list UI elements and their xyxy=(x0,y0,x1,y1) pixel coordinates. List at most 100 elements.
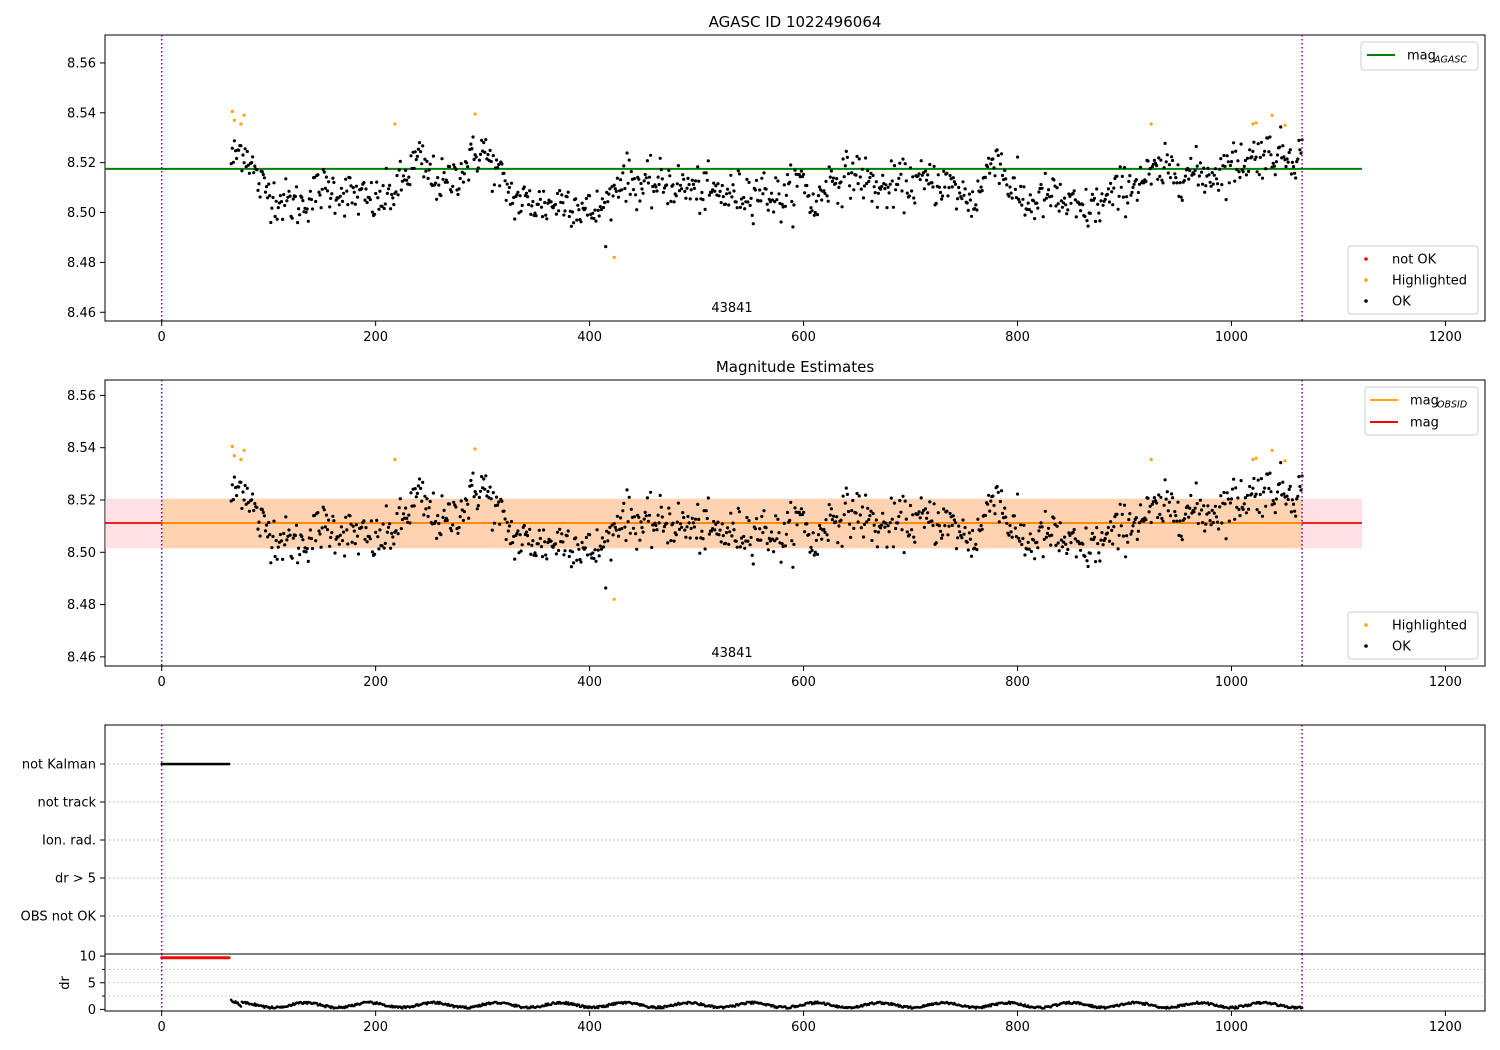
ok-point xyxy=(1099,199,1103,203)
ok-point xyxy=(1192,172,1196,176)
ok-point xyxy=(1107,200,1112,204)
ok-point xyxy=(1165,490,1169,494)
ok-point xyxy=(363,537,367,541)
ok-point xyxy=(1186,166,1190,171)
ok-point xyxy=(282,531,286,536)
ok-point xyxy=(407,513,411,517)
ok-point xyxy=(1096,542,1100,546)
ok-point xyxy=(1209,523,1213,527)
ok-point xyxy=(901,157,905,161)
ok-point xyxy=(1254,155,1258,159)
ok-point xyxy=(1230,150,1235,154)
ok-point xyxy=(928,500,932,504)
ok-point xyxy=(424,507,428,511)
ok-point xyxy=(251,492,255,496)
ok-point xyxy=(710,529,714,533)
ok-point xyxy=(469,478,473,483)
ok-point xyxy=(674,194,678,198)
ok-point xyxy=(1116,547,1120,551)
ok-point xyxy=(665,521,669,526)
ok-point xyxy=(750,213,754,217)
ok-point xyxy=(456,531,460,535)
ok-point xyxy=(1189,156,1193,160)
ok-point xyxy=(1198,161,1202,165)
ok-point xyxy=(793,506,797,510)
ok-point xyxy=(309,197,314,202)
ok-point xyxy=(1294,514,1298,518)
ok-point xyxy=(1027,547,1031,551)
ok-point xyxy=(868,175,872,180)
ok-point xyxy=(1224,537,1228,541)
dr-point xyxy=(909,1005,912,1008)
ok-point xyxy=(505,182,509,186)
ok-point xyxy=(655,528,659,532)
ok-point xyxy=(412,504,416,508)
ok-point xyxy=(661,190,666,194)
ok-point xyxy=(253,164,257,168)
ok-point xyxy=(644,514,648,518)
ok-point xyxy=(643,510,647,514)
ok-point xyxy=(385,530,389,534)
ok-point xyxy=(920,173,924,177)
ok-point xyxy=(369,519,373,523)
ok-point xyxy=(255,505,259,510)
ok-point xyxy=(606,539,610,543)
ok-point xyxy=(599,208,604,212)
ok-point xyxy=(609,558,613,562)
ok-point xyxy=(795,184,799,188)
ok-point xyxy=(627,495,631,499)
ok-point xyxy=(340,539,345,543)
xtick-label: 600 xyxy=(791,330,816,345)
dr-point xyxy=(711,1004,714,1008)
ok-point xyxy=(1135,537,1139,542)
ok-point xyxy=(737,172,742,176)
ok-point xyxy=(698,211,702,215)
dr-point xyxy=(253,1002,257,1005)
ok-point xyxy=(1263,486,1267,490)
ok-point xyxy=(370,210,374,214)
ok-point xyxy=(657,182,661,187)
ok-point xyxy=(364,526,368,530)
ok-point xyxy=(910,189,914,193)
ok-point xyxy=(310,207,315,211)
ok-point xyxy=(1025,207,1029,212)
ok-point xyxy=(363,198,367,202)
ok-point xyxy=(712,181,716,185)
ok-point xyxy=(291,536,295,540)
ok-point xyxy=(270,546,274,550)
ok-point xyxy=(1003,168,1007,172)
ok-point xyxy=(301,199,305,203)
ok-point xyxy=(1217,188,1221,192)
ok-point xyxy=(861,535,866,539)
ok-point xyxy=(1156,177,1160,181)
ok-point xyxy=(1135,198,1139,202)
ok-point xyxy=(554,552,559,556)
ok-point xyxy=(450,190,454,194)
ok-point xyxy=(274,538,278,543)
ok-point xyxy=(441,177,445,181)
ok-point xyxy=(678,522,683,526)
ok-point xyxy=(884,521,888,525)
ok-point xyxy=(876,191,881,195)
ok-point xyxy=(1055,186,1059,190)
ok-point xyxy=(623,525,627,529)
ok-point xyxy=(836,541,840,545)
ok-point xyxy=(626,520,630,524)
ok-point xyxy=(635,208,639,212)
ok-point xyxy=(765,541,769,546)
ok-point xyxy=(988,509,992,513)
highlighted-point xyxy=(1149,122,1153,126)
ok-point xyxy=(728,191,732,195)
ok-point xyxy=(772,210,776,214)
ok-point xyxy=(1014,196,1019,200)
ok-point xyxy=(594,219,598,223)
xtick-label: 1000 xyxy=(1215,330,1248,345)
ok-point xyxy=(330,531,334,535)
ok-point xyxy=(518,194,522,198)
ok-point xyxy=(881,173,885,177)
ok-point xyxy=(840,544,844,548)
ok-point xyxy=(667,168,671,172)
ok-point xyxy=(356,212,361,216)
ok-point xyxy=(828,175,832,179)
ok-point xyxy=(999,152,1004,156)
